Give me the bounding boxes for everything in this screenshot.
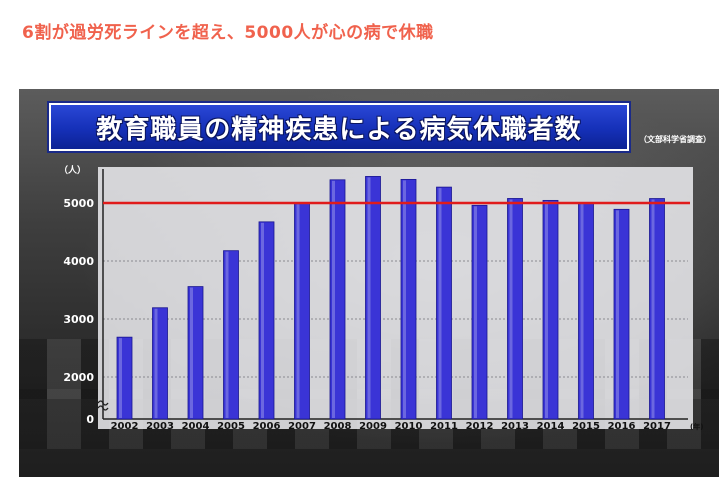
bar	[436, 186, 452, 420]
x-tick-label: 2010	[395, 421, 423, 429]
bar	[365, 176, 381, 420]
bar-highlight	[651, 199, 655, 418]
axis-break-mark	[98, 400, 109, 406]
x-tick-label: 2004	[182, 421, 210, 429]
x-tick-label: 2017	[643, 421, 671, 429]
bar	[329, 179, 346, 420]
bar-highlight	[616, 210, 619, 418]
article-headline: 6割が過労死ラインを超え、5000人が心の病で休職	[22, 23, 434, 43]
bar-highlight	[332, 180, 335, 418]
bar-highlight	[296, 204, 300, 418]
x-tick-label: 2007	[288, 421, 316, 429]
bar	[223, 250, 239, 420]
bar	[116, 336, 133, 420]
bar	[258, 221, 275, 420]
x-tick-label: 2013	[501, 421, 529, 429]
x-tick-label: 2016	[608, 421, 636, 429]
x-tick-label: 2011	[430, 421, 458, 429]
plot-area: 2002 2003 2004 2005 2006 2007 2008 2009 2010 2011…	[98, 167, 693, 429]
bar-highlight	[154, 308, 158, 418]
x-tick-label: 2009	[359, 421, 387, 429]
x-tick-label: 2008	[324, 421, 352, 429]
bar-highlight	[261, 222, 264, 418]
bar	[507, 198, 523, 420]
x-tick-label: 2015	[572, 421, 600, 429]
bar-highlight	[509, 199, 513, 418]
bar-highlight	[474, 206, 477, 418]
chart-title: 教育職員の精神疾患による病気休職者数	[96, 114, 582, 145]
x-tick-label: 2005	[217, 421, 245, 429]
bar-highlight	[190, 287, 193, 418]
bar	[542, 199, 559, 420]
bar-highlight	[119, 338, 122, 418]
x-tick-label: 2002	[111, 421, 139, 429]
bar-highlight	[438, 188, 442, 418]
chart-figure: 教育職員の精神疾患による病気休職者数 （文部科学省調査） 2002 2003 200…	[19, 89, 719, 477]
x-tick-label: 2006	[253, 421, 281, 429]
bar-highlight	[403, 180, 406, 418]
x-tick-label: 2003	[146, 421, 174, 429]
bar	[649, 198, 665, 420]
bar	[613, 208, 630, 420]
bar	[400, 178, 417, 420]
bar	[152, 307, 168, 420]
x-tick-label: 2012	[466, 421, 494, 429]
bar	[471, 204, 488, 420]
bar-chart: 2002 2003 2004 2005 2006 2007 2008 2009 2010 2011…	[98, 169, 690, 429]
axis-break-mark	[98, 405, 109, 411]
x-tick-label: 2014	[537, 421, 565, 429]
bar-highlight	[580, 203, 584, 418]
bar	[187, 286, 204, 420]
bar-highlight	[545, 201, 548, 418]
bar-highlight	[367, 177, 371, 418]
chart-title-banner: 教育職員の精神疾患による病気休職者数	[49, 103, 629, 151]
source-note: （文部科学省調査）	[639, 135, 711, 144]
bar-highlight	[225, 251, 229, 418]
